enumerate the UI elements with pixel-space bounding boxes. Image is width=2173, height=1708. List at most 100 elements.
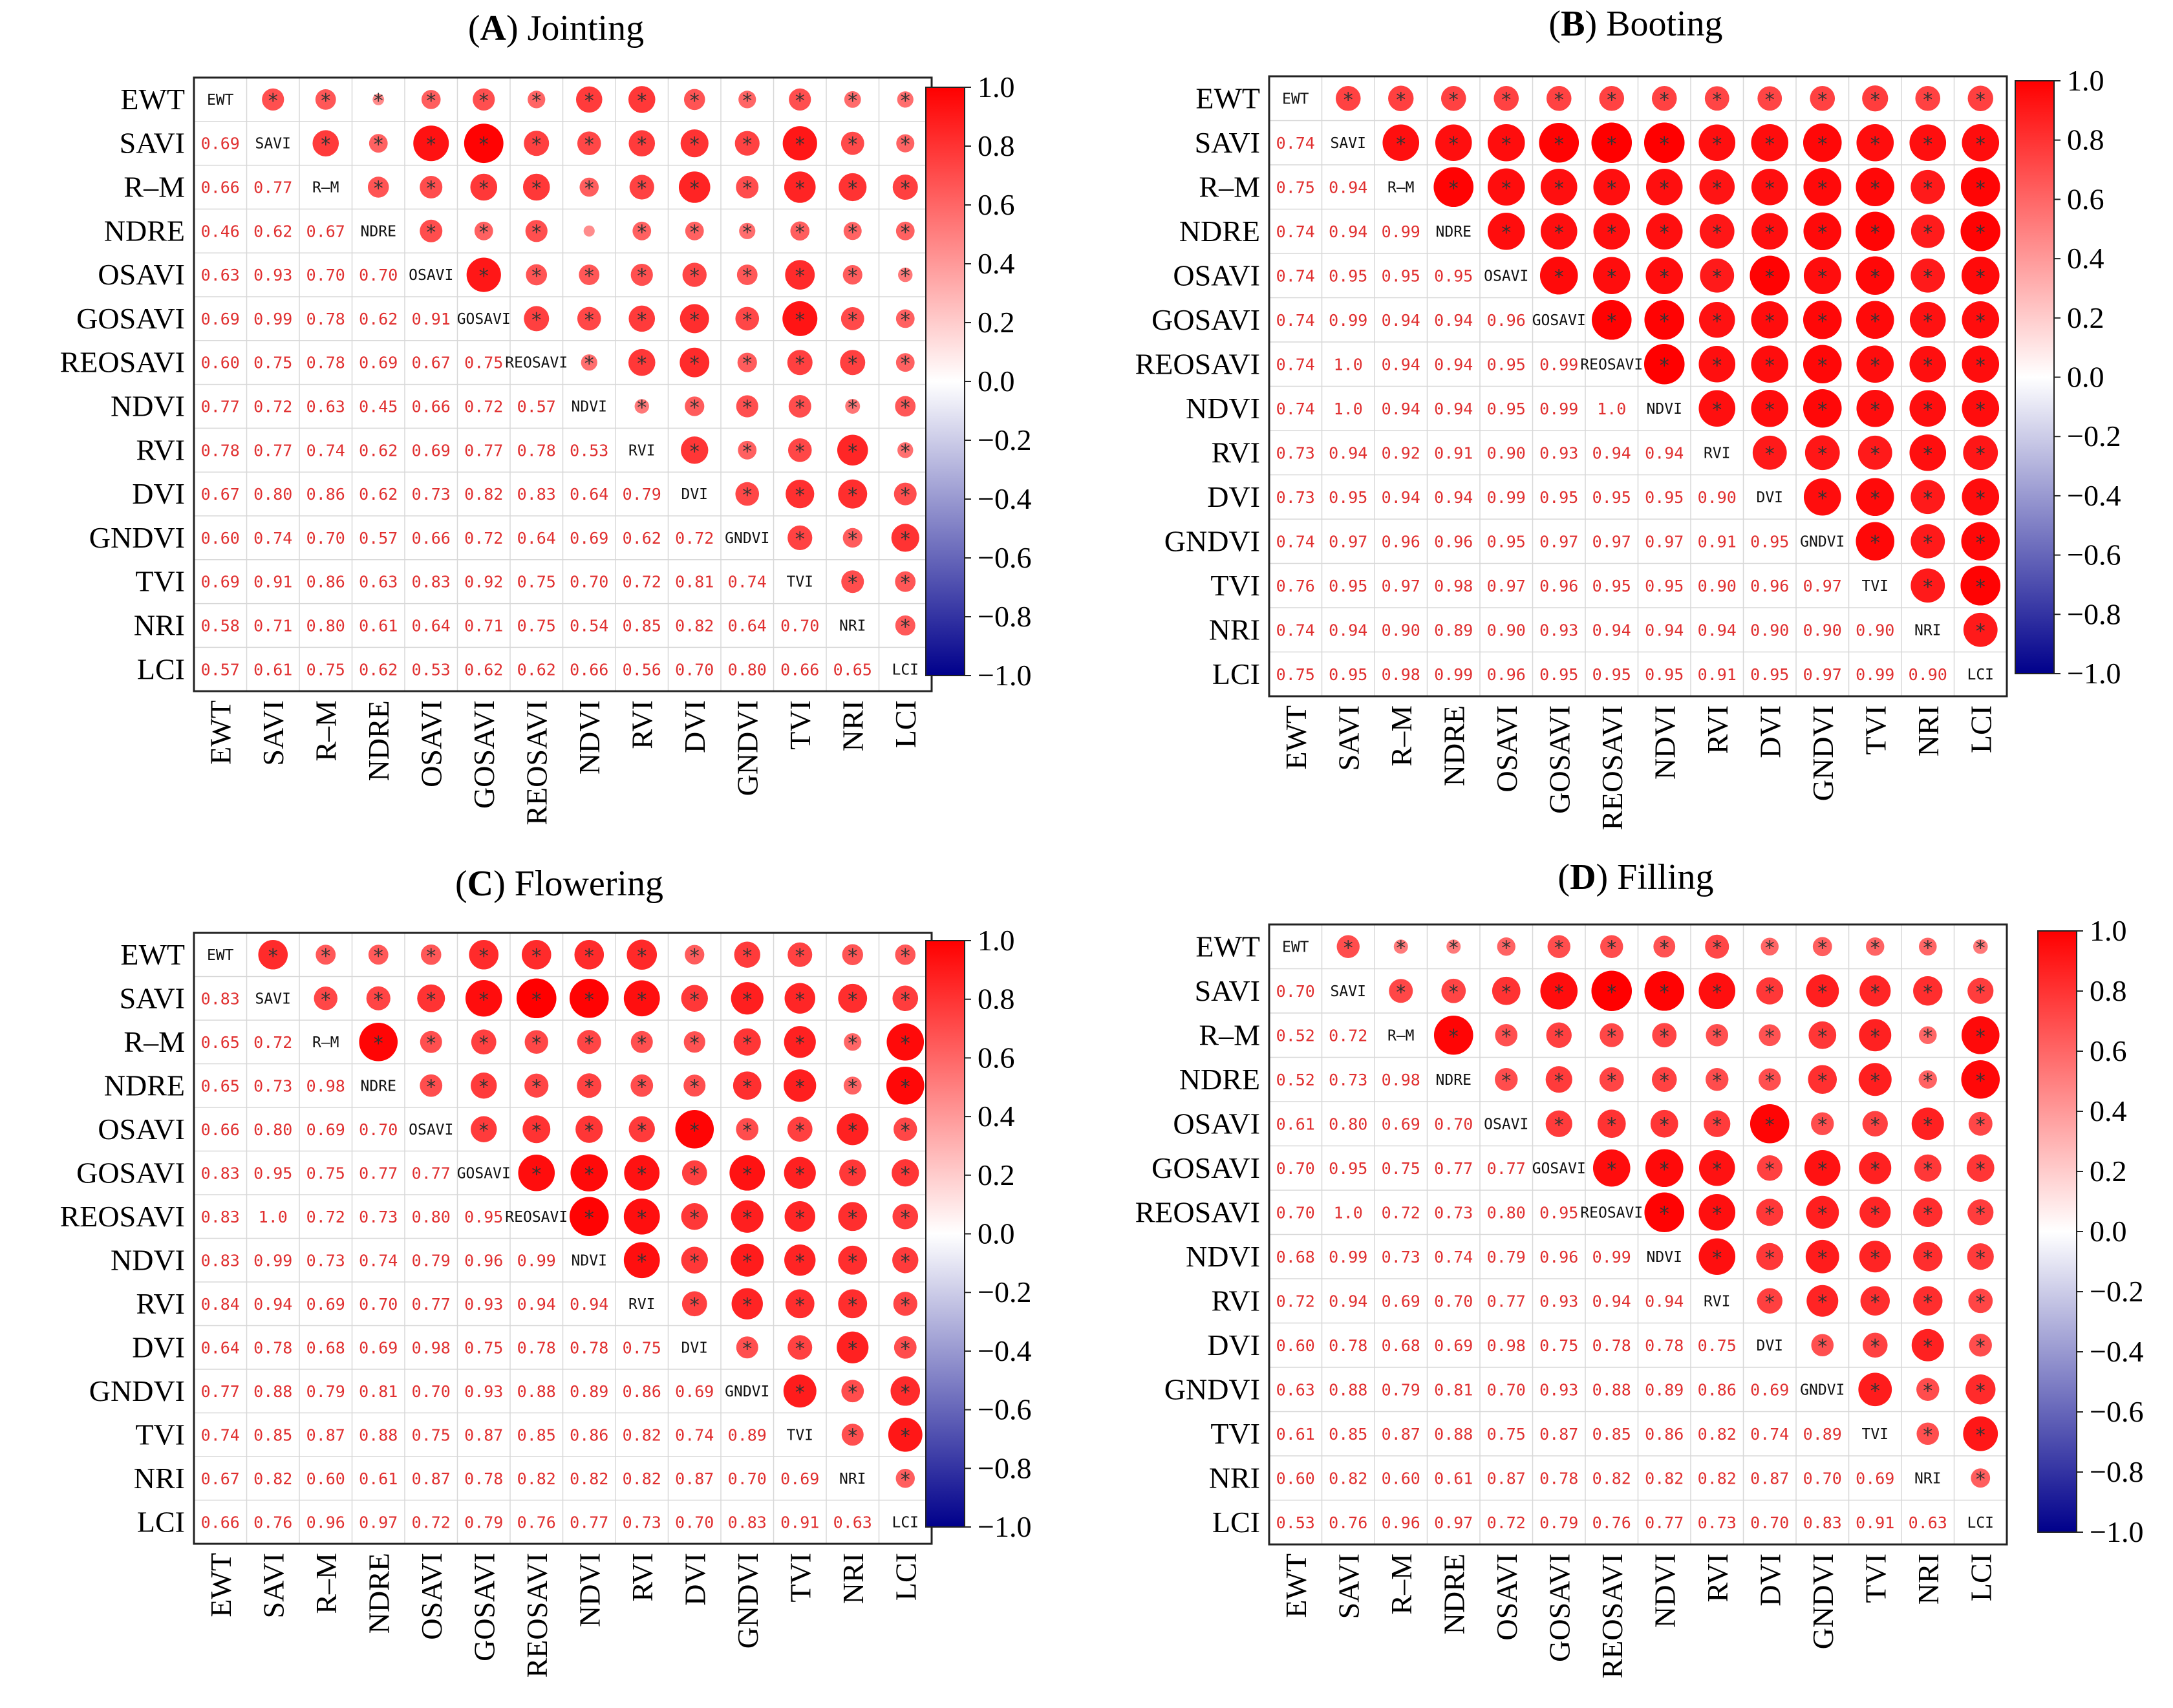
value-label: 0.86 — [306, 485, 345, 504]
significance-star: * — [901, 572, 910, 595]
value-label: 0.95 — [1539, 665, 1578, 684]
significance-star: * — [1923, 487, 1932, 510]
correlation-circle — [1539, 256, 1578, 295]
correlation-circle — [524, 1030, 548, 1054]
correlation-circle — [843, 1076, 862, 1095]
significance-star: * — [1976, 1468, 1986, 1491]
column-label: GOSAVI — [1543, 705, 1576, 814]
value-label: 1.0 — [1334, 400, 1363, 418]
value-label: 0.76 — [1276, 577, 1315, 595]
significance-star: * — [531, 178, 541, 200]
value-label: 0.91 — [1856, 1513, 1894, 1532]
significance-star: * — [1976, 266, 1986, 288]
significance-star: * — [1712, 1114, 1722, 1137]
significance-star: * — [1976, 620, 1986, 643]
colorbar-tick-label: 0.6 — [978, 188, 1015, 221]
significance-star: * — [637, 134, 647, 156]
diagonal-label: GOSAVI — [457, 1165, 511, 1182]
significance-star: * — [374, 988, 383, 1011]
row-label: SAVI — [1195, 974, 1260, 1007]
correlation-circle — [837, 1113, 869, 1146]
significance-star: * — [1712, 89, 1722, 111]
value-label: 0.82 — [464, 485, 503, 504]
value-label: 0.94 — [1434, 400, 1473, 418]
value-label: 0.75 — [517, 617, 556, 635]
value-label: 0.68 — [1382, 1336, 1420, 1355]
value-label: 0.95 — [1329, 266, 1367, 285]
title-text: ) Booting — [1585, 4, 1722, 44]
value-label: 0.81 — [359, 1382, 398, 1401]
column-label: RVI — [1701, 705, 1734, 754]
correlation-circle — [681, 436, 709, 464]
significance-star: * — [1923, 443, 1932, 465]
correlation-circle — [1756, 977, 1784, 1005]
value-label: 0.78 — [1539, 1469, 1578, 1488]
column-label: SAVI — [257, 1553, 290, 1618]
correlation-circle — [1856, 345, 1894, 383]
column-label: REOSAVI — [1596, 1553, 1629, 1678]
correlation-circle — [733, 1028, 761, 1056]
significance-star: * — [795, 1338, 805, 1360]
significance-star: * — [1923, 266, 1932, 288]
significance-star: * — [1923, 1158, 1932, 1181]
correlation-circle — [262, 88, 284, 111]
significance-star: * — [901, 1294, 910, 1317]
correlation-circle — [1808, 1021, 1837, 1049]
correlation-circle — [681, 1291, 707, 1317]
significance-star: * — [637, 1120, 647, 1142]
significance-star: * — [848, 1207, 857, 1230]
significance-star: * — [901, 178, 910, 200]
significance-star: * — [901, 1207, 910, 1230]
colorbar-tick-label: 0.0 — [2067, 361, 2104, 394]
correlation-circle — [1653, 935, 1676, 958]
significance-star: * — [479, 134, 489, 156]
value-label: 0.74 — [1276, 311, 1315, 330]
significance-star: * — [742, 1032, 752, 1055]
colorbar-tick-label: 0.0 — [978, 365, 1015, 398]
significance-star: * — [1976, 1114, 1986, 1137]
value-label: 0.90 — [1698, 488, 1737, 507]
colorbar-tick-label: −0.2 — [2090, 1275, 2143, 1308]
correlation-circle — [787, 525, 813, 551]
significance-star: * — [1343, 937, 1353, 959]
significance-star: * — [848, 528, 857, 551]
correlation-circle — [1698, 390, 1736, 427]
column-label: NRI — [837, 700, 870, 751]
value-label: 0.70 — [1803, 1469, 1842, 1488]
value-label: 0.97 — [1382, 577, 1420, 595]
significance-star: * — [584, 353, 594, 376]
correlation-circle — [570, 1154, 608, 1192]
significance-star: * — [1554, 1070, 1564, 1093]
correlation-circle — [735, 482, 760, 506]
value-label: 0.94 — [1382, 311, 1420, 330]
correlation-circle — [1545, 1066, 1572, 1093]
significance-star: * — [637, 221, 647, 244]
correlation-circle — [634, 399, 649, 414]
correlation-circle — [1487, 168, 1525, 206]
correlation-circle — [1651, 85, 1677, 111]
title-text: ) Jointing — [506, 8, 644, 48]
correlation-circle — [525, 220, 548, 242]
value-label: 0.94 — [1329, 178, 1367, 197]
significance-star: * — [848, 572, 857, 595]
correlation-circle — [838, 1289, 868, 1319]
diagonal-label: R–M — [312, 180, 339, 197]
correlation-circle — [1591, 122, 1632, 164]
significance-star: * — [848, 988, 857, 1011]
significance-star: * — [1870, 266, 1880, 288]
correlation-circle — [1858, 1063, 1892, 1096]
correlation-circle — [521, 939, 551, 970]
significance-star: * — [795, 1076, 805, 1098]
value-label: 0.95 — [1592, 665, 1631, 684]
value-label: 0.70 — [359, 266, 398, 284]
value-label: 0.94 — [1329, 443, 1367, 462]
value-label: 0.70 — [306, 529, 345, 548]
correlation-circle — [1918, 1026, 1937, 1045]
diagonal-label: R–M — [1387, 179, 1415, 196]
value-label: 0.83 — [201, 1251, 240, 1270]
correlation-circle — [623, 980, 660, 1017]
diagonal-label: SAVI — [1331, 983, 1366, 1000]
correlation-circle — [734, 941, 760, 968]
correlation-circle — [838, 1245, 868, 1275]
